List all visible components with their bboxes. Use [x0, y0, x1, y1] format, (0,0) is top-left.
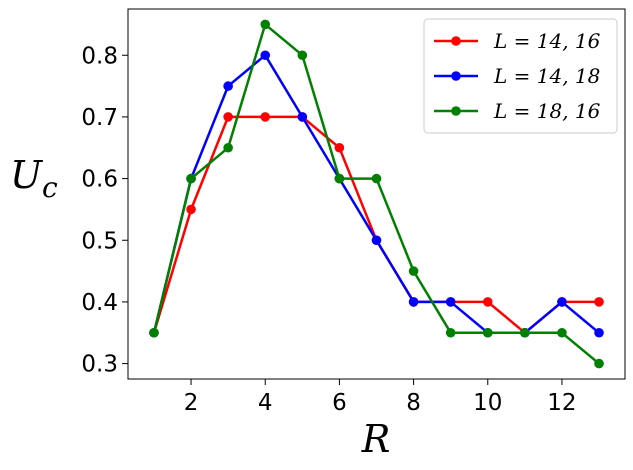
data-point: [594, 327, 604, 338]
data-point: [520, 327, 530, 338]
data-point: [371, 235, 382, 246]
data-point: [186, 204, 196, 215]
data-point: [260, 112, 271, 122]
series-1: [149, 112, 604, 338]
data-point: [149, 327, 159, 338]
y-tick-label: 0.5: [81, 228, 118, 254]
data-point: [482, 297, 493, 307]
legend-label: L = 18, 16: [493, 99, 601, 123]
data-point: [594, 297, 604, 307]
data-point: [186, 173, 196, 184]
data-point: [482, 327, 493, 338]
y-tick-label: 0.4: [81, 290, 118, 316]
legend-item: L = 18, 16: [434, 99, 601, 123]
x-axis-label: R: [361, 417, 391, 461]
legend-marker: [451, 106, 461, 116]
legend-label: L = 14, 18: [493, 64, 600, 88]
x-tick-label: 8: [406, 390, 421, 416]
data-point: [260, 50, 271, 61]
data-point: [223, 112, 233, 122]
data-point: [223, 142, 233, 153]
data-point: [371, 173, 382, 184]
data-point: [408, 297, 419, 307]
x-tick-label: 12: [547, 390, 576, 416]
legend-item: L = 14, 18: [434, 64, 600, 88]
y-tick-label: 0.7: [81, 105, 118, 131]
series-3: [149, 19, 604, 369]
legend-item: L = 14, 16: [434, 29, 601, 53]
y-tick-label: 0.6: [81, 167, 118, 193]
y-tick-label: 0.8: [81, 43, 118, 69]
series-line: [152, 115, 599, 335]
axis-ticks: 2 4 6 8 10 12 0.3 0.4 0.5 0.6 0.7 0.8: [81, 43, 576, 416]
data-point: [260, 19, 271, 30]
data-point: [334, 173, 345, 184]
legend: L = 14, 16 L = 14, 18 L = 18, 16: [423, 18, 618, 134]
series-layer: [149, 19, 604, 369]
legend-label: L = 14, 16: [493, 29, 601, 53]
data-point: [557, 297, 567, 307]
data-point: [445, 327, 456, 338]
data-point: [297, 112, 308, 122]
y-tick-label: 0.3: [81, 352, 118, 378]
data-point: [557, 327, 567, 338]
x-tick-label: 10: [473, 390, 502, 416]
data-point: [334, 142, 345, 153]
y-axis-label: Uc: [10, 153, 58, 204]
x-tick-label: 4: [258, 390, 273, 416]
data-point: [223, 81, 233, 91]
data-point: [408, 266, 419, 276]
plot-frame: [127, 8, 626, 380]
legend-box: [423, 18, 618, 134]
data-point: [297, 50, 308, 61]
legend-marker: [451, 71, 461, 81]
data-point: [445, 297, 456, 307]
x-tick-label: 2: [184, 390, 199, 416]
x-tick-label: 6: [332, 390, 347, 416]
legend-marker: [451, 36, 461, 46]
data-point: [594, 358, 604, 369]
